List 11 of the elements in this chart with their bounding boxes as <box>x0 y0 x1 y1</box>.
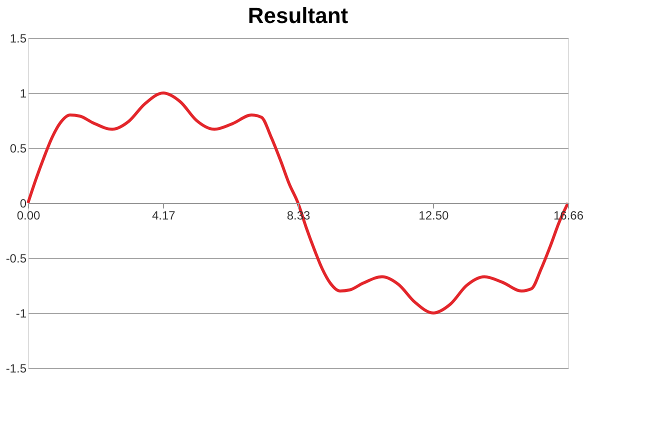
y-tick-label: 1.5 <box>10 32 27 46</box>
y-tick-label: -0.5 <box>6 252 27 266</box>
y-tick-label: 1 <box>20 86 27 100</box>
y-tick-label: -1.5 <box>6 362 27 376</box>
x-tick-label: 0.00 <box>16 208 40 222</box>
x-tick-label: 12.50 <box>418 208 449 222</box>
y-tick-label: 0.5 <box>10 142 27 156</box>
chart-title: Resultant <box>248 3 349 28</box>
x-tick-label: 4.17 <box>152 208 176 222</box>
y-tick-label: 0 <box>20 196 27 210</box>
y-tick-label: -1 <box>16 306 27 320</box>
